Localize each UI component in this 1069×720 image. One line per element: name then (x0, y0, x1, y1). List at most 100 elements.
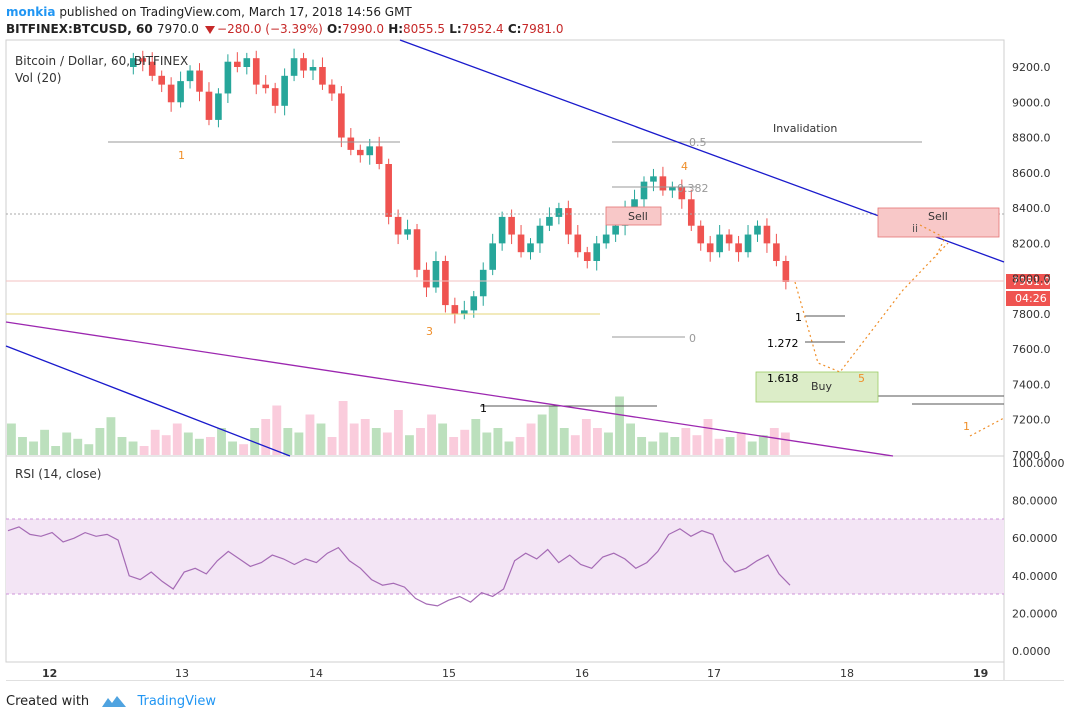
price-tick-label: 8000.0 (1012, 273, 1051, 286)
fib-0-label: 0 (689, 332, 696, 345)
buy-zone (755, 371, 879, 403)
candle-body (224, 61, 232, 94)
volume-bar (106, 417, 116, 455)
rsi-tick-label: 80.0000 (1012, 495, 1058, 508)
author-link[interactable]: monkia (6, 5, 56, 19)
projection-path-3 (969, 417, 1005, 437)
time-tick-label: 17 (707, 667, 721, 680)
wave-4-label: 4 (681, 160, 688, 173)
volume-bar (228, 441, 237, 455)
publish-info: monkia published on TradingView.com, Mar… (6, 5, 412, 19)
price-tick-label: 7400.0 (1012, 378, 1051, 391)
sell-label-2: Sell (928, 210, 948, 223)
volume-bar (780, 432, 790, 455)
volume-bar (360, 419, 370, 455)
candle-body (432, 261, 440, 288)
volume-bar (471, 419, 481, 455)
volume-bar (29, 441, 38, 455)
volume-bar (294, 432, 304, 455)
candle-body (706, 243, 714, 253)
volume-bar (626, 423, 635, 455)
candle-body (498, 216, 506, 244)
volume-bar (217, 428, 226, 455)
candle-body (139, 58, 147, 62)
candle-body (461, 310, 468, 314)
low-value: 7952.4 (461, 22, 504, 36)
down-arrow-icon (205, 25, 216, 34)
candle-body (234, 61, 241, 67)
candle-body (423, 269, 430, 288)
candle-body (574, 234, 582, 253)
candle-body (413, 229, 421, 270)
rsi-line-group (7, 526, 791, 607)
volume-bar (183, 432, 193, 455)
candle-body (565, 208, 572, 235)
candle-body (517, 234, 525, 253)
volume-bar (648, 441, 658, 455)
volume-bar (659, 432, 669, 455)
wave-3-label: 3 (426, 325, 433, 338)
volume-bar (482, 432, 492, 455)
volume-bar (40, 429, 50, 455)
created-with-text: Created with (6, 694, 90, 709)
candle-body (678, 186, 686, 200)
candle-body (404, 229, 411, 235)
purple-trendline (5, 321, 894, 457)
main-legend[interactable]: Bitcoin / Dollar, 60, BITFINEX (15, 54, 189, 68)
volume-bar (537, 414, 547, 455)
open-value: 7990.0 (342, 22, 384, 36)
candle-body (716, 234, 723, 253)
candle-body (489, 243, 496, 270)
publish-text: published on TradingView.com, March 17, … (59, 5, 412, 19)
volume-bar (725, 437, 735, 455)
candle-body (754, 225, 761, 235)
sell-zone-1 (605, 206, 662, 226)
footer: Created with TradingView (6, 694, 216, 709)
candle-body (773, 243, 780, 261)
vol-legend[interactable]: Vol (20) (15, 71, 62, 85)
volume-bar (747, 441, 757, 455)
volume-bar (405, 435, 414, 455)
wave-1b-label: 1 (963, 420, 970, 433)
candle-body (385, 164, 392, 217)
tradingview-brand[interactable]: TradingView (137, 694, 216, 709)
candle-body (375, 146, 383, 164)
time-tick-label: 18 (840, 667, 854, 680)
volume-bar (637, 437, 647, 455)
volume-bar (150, 429, 160, 455)
price-tick-label: 8200.0 (1012, 237, 1051, 250)
volume-bar (581, 419, 591, 455)
price-tick-label: 7000.0 (1012, 449, 1051, 462)
candle-body (555, 208, 563, 217)
candle-body (366, 146, 374, 156)
candle-body (659, 176, 667, 191)
wave-ii-label: ii (912, 222, 918, 235)
volume-bar (250, 428, 260, 455)
change-value: −280.0 (−3.39%) (217, 22, 323, 36)
time-tick-label: 13 (175, 667, 189, 680)
volume-bar (548, 405, 558, 455)
sell-zone-2 (877, 207, 1000, 238)
volume-bar (416, 428, 425, 455)
price-badge-value: 7981.0 (1012, 275, 1051, 288)
countdown-value: 04:26 (1015, 292, 1047, 305)
volume-bar (460, 429, 470, 455)
candle-body (650, 176, 657, 182)
candle-body (281, 75, 288, 106)
tradingview-logo-icon (102, 695, 127, 707)
fib-1272-label: 1.272 (767, 337, 799, 350)
volume-bar (670, 437, 680, 455)
candle-body (725, 234, 733, 244)
candle-body (687, 199, 695, 226)
rsi-legend[interactable]: RSI (14, close) (15, 467, 102, 481)
wave-1-label: 1 (178, 149, 185, 162)
fib-05-label: 0.5 (689, 136, 707, 149)
candle-body (612, 225, 619, 235)
close-label: C: (507, 22, 522, 36)
candle-body (669, 186, 676, 191)
wave-5-label: 5 (858, 372, 865, 385)
price-tick-label: 7800.0 (1012, 308, 1051, 321)
candle-body (631, 199, 638, 209)
volume-bar (51, 446, 61, 455)
